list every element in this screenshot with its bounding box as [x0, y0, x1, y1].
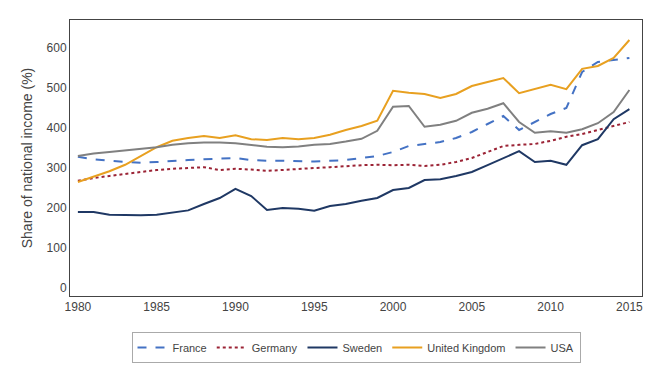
svg-text:1995: 1995	[301, 300, 328, 314]
svg-text:USA: USA	[551, 342, 574, 354]
svg-text:300: 300	[47, 161, 67, 175]
svg-text:1980: 1980	[65, 300, 92, 314]
svg-text:2015: 2015	[616, 300, 643, 314]
svg-text:200: 200	[47, 201, 67, 215]
svg-text:1985: 1985	[143, 300, 170, 314]
svg-text:Germany: Germany	[252, 342, 298, 354]
svg-text:2010: 2010	[537, 300, 564, 314]
svg-text:600: 600	[47, 41, 67, 55]
svg-text:400: 400	[47, 121, 67, 135]
svg-text:100: 100	[47, 241, 67, 255]
svg-text:500: 500	[47, 81, 67, 95]
svg-text:0: 0	[60, 281, 67, 295]
svg-text:United Kingdom: United Kingdom	[427, 342, 505, 354]
svg-text:2005: 2005	[458, 300, 485, 314]
svg-text:2000: 2000	[380, 300, 407, 314]
svg-text:France: France	[173, 342, 207, 354]
svg-text:Sweden: Sweden	[342, 342, 382, 354]
svg-text:Share of national income (%): Share of national income (%)	[19, 68, 35, 249]
svg-text:1990: 1990	[222, 300, 249, 314]
